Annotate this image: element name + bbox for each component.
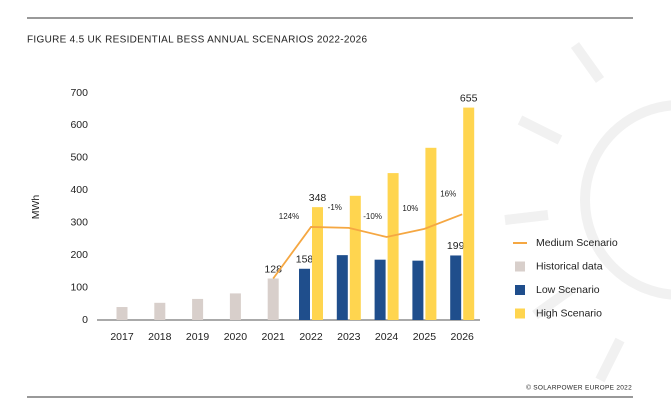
x-tick-label: 2020 [224,331,248,343]
bar [412,260,424,320]
legend-swatch [515,308,525,319]
y-tick-label: 200 [70,249,88,261]
y-tick-label: 600 [70,119,88,131]
growth-label: 10% [402,204,418,213]
bar [229,293,241,320]
sun-decoration [504,42,671,383]
y-axis-label: MWh [30,195,42,220]
legend-label: High Scenario [536,307,602,319]
legend-label: Low Scenario [536,284,600,296]
bar [387,173,399,320]
legend-swatch [515,285,525,295]
data-label: 348 [309,192,327,204]
y-tick-label: 500 [70,152,88,164]
data-label: 158 [296,254,314,266]
bar [374,259,386,320]
x-tick-label: 2017 [110,331,134,343]
x-tick-label: 2018 [148,331,172,343]
bar [425,147,437,320]
line [272,213,463,280]
bar [267,278,279,320]
growth-label: 124% [279,212,299,221]
bar [312,207,323,320]
x-tick-label: 2023 [337,331,361,343]
y-tick-label: 0 [82,314,88,326]
y-tick-label: 100 [70,281,88,293]
y-tick-label: 700 [70,87,88,99]
source: © SOLARPOWER EUROPE 2022 [526,384,632,392]
x-tick-label: 2026 [451,331,475,343]
legend-label: Medium Scenario [536,237,618,249]
chart-title: FIGURE 4.5 UK RESIDENTIAL BESS ANNUAL SC… [27,35,368,46]
growth-label: -10% [363,212,382,221]
bar [192,298,204,320]
y-tick-label: 300 [70,216,88,228]
x-tick-label: 2019 [186,331,210,343]
data-label: 199 [447,240,465,252]
bar [116,307,128,320]
x-tick-label: 2021 [262,331,286,343]
bar [154,302,166,320]
x-tick-label: 2024 [375,331,399,343]
legend-swatch [515,261,525,272]
growth-label: -1% [328,203,342,212]
bar [349,195,361,320]
bar [336,255,348,320]
bar [463,107,475,320]
legend-label: Historical data [536,260,603,272]
x-tick-label: 2025 [413,331,437,343]
growth-label: 16% [440,189,456,198]
bar [299,268,310,320]
data-label: 655 [460,92,478,104]
bar [450,255,462,320]
x-tick-label: 2022 [299,331,323,343]
y-tick-label: 400 [70,184,88,196]
